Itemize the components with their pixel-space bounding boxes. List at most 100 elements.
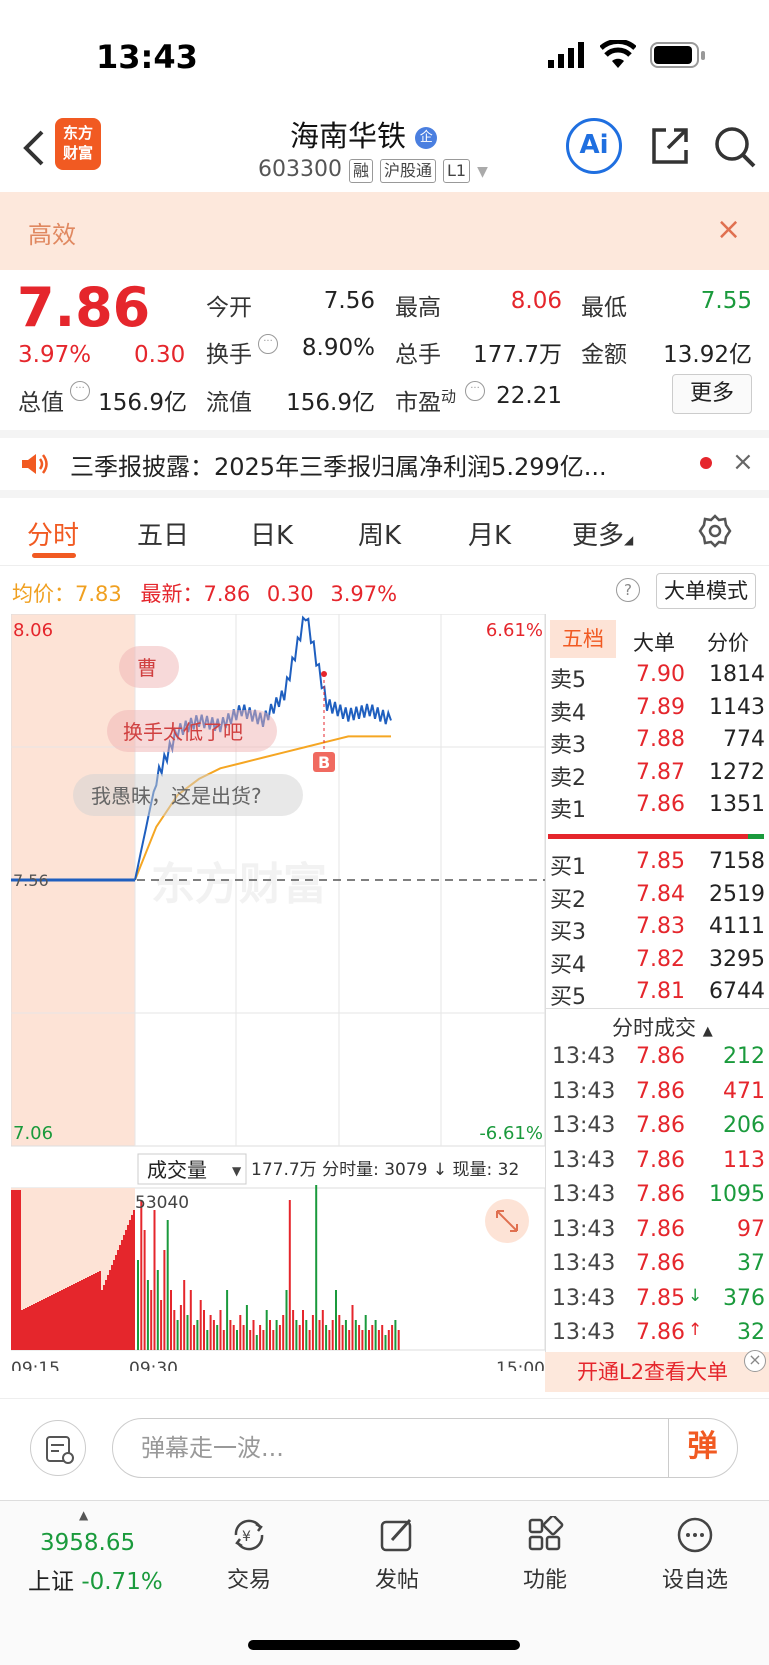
intraday-chart[interactable]: 东方财富 B 8.06 7.56 7.06 6.61% -6.61% 曹 换手太… [11,614,545,1371]
app-logo[interactable]: 东方 财富 [55,118,101,170]
verified-icon: 企 [415,127,438,149]
wifi-icon [600,40,636,68]
tab-intraday[interactable]: 分时 [27,521,80,551]
buy-marker-label: B [318,753,330,772]
tick-volume: 1095 [709,1182,765,1207]
volume-bar [45,1298,47,1350]
volume-bar [354,1320,357,1350]
level-label: 卖2 [550,765,586,791]
level-volume: 3295 [709,946,765,972]
volume-bar [156,1270,159,1350]
nav-post[interactable]: 发帖 [342,1516,452,1594]
level-volume: 7158 [709,849,765,874]
ai-button[interactable]: Ai [566,118,622,174]
tab-daily-k[interactable]: 日K [250,521,294,551]
back-icon[interactable] [18,128,48,168]
tab-more[interactable]: 更多◢ [572,515,633,552]
volume-bar [315,1185,318,1350]
pe-label: 市盈动 [395,383,456,417]
tab-monthly-k[interactable]: 月K [468,521,512,551]
info-icon[interactable]: ··· [70,381,90,401]
level-price: 7.89 [636,694,685,720]
more-button[interactable]: 更多 [672,374,752,414]
float-value-label: 流值 [206,390,252,416]
search-icon[interactable] [712,124,758,170]
nav-trade[interactable]: ¥ 交易 [194,1516,304,1594]
orderbook-row: 买2 7.84 2519 [550,882,765,914]
status-bar: 13:43 [0,0,769,110]
volume-bar [348,1330,351,1350]
volume-bar [275,1320,278,1350]
orderbook-row: 卖5 7.90 1814 [550,662,765,694]
ticks-title[interactable]: 分时成交 ▲ [612,1012,713,1042]
danmaku-settings-button[interactable] [30,1420,86,1476]
volume-bar [137,1260,139,1350]
volume-bar [295,1320,298,1350]
volume-bar [73,1284,75,1350]
price-low-label: 7.06 [13,1123,53,1144]
volume-bar [109,1270,111,1350]
volume-bar [226,1290,229,1350]
tick-price: 7.86 [636,1147,685,1173]
unread-dot [700,457,712,469]
volume-bar [203,1310,205,1350]
big-order-mode-button[interactable]: 大单模式 [656,573,756,609]
volume-bar [252,1320,255,1350]
gear-icon[interactable] [698,514,732,548]
danmaku-send-button[interactable]: 弹 [668,1419,736,1477]
volume-select[interactable] [137,1153,247,1185]
volume-bar [229,1320,232,1350]
danmaku-text: 换手太低了吧 [123,720,243,744]
volume-bar [325,1325,328,1350]
volume-bar [83,1279,85,1350]
info-change: 0.30 [266,582,314,606]
tick-time: 13:43 [552,1113,616,1138]
volume-bar [27,1307,29,1350]
pct-high-label: 6.61% [486,620,543,641]
nav-functions[interactable]: 功能 [490,1516,600,1594]
level-price: 7.81 [636,979,685,1004]
info-icon[interactable]: ··· [465,381,485,401]
tab-more-label: 更多 [572,521,625,551]
danmaku-settings-icon [46,1436,74,1464]
tick-arrow: ↓ [688,1285,703,1306]
l2-upgrade-banner[interactable]: 开通L2查看大单 [545,1352,769,1392]
tab-indicator [32,553,76,558]
edit-icon [380,1518,412,1552]
tab-five-day[interactable]: 五日 [137,521,190,551]
close-icon[interactable]: × [744,1350,766,1372]
tick-price: 7.86 [636,1320,685,1345]
level-label: 买4 [550,952,586,978]
volume-bar [242,1325,245,1350]
tick-price: 7.86 [636,1078,685,1104]
help-icon[interactable]: ? [616,578,640,602]
orderbook-row: 买1 7.85 7158 [550,849,765,881]
volume-bar [111,1265,113,1350]
index-value[interactable]: 3958.65 [40,1530,136,1556]
volume-bar [170,1290,172,1350]
volume-bar [99,1271,101,1350]
buy-marker[interactable] [313,752,335,772]
close-icon[interactable]: × [732,447,754,477]
news-bar[interactable] [0,430,769,498]
close-icon[interactable]: × [716,212,742,247]
level-price: 7.83 [636,914,685,939]
trade-icon: ¥ [234,1519,264,1551]
index-row[interactable]: 上证 -0.71% [28,1562,163,1596]
danmaku-input[interactable]: 弹幕走一波... [112,1418,738,1478]
promo-banner[interactable] [0,192,769,270]
tab-five-levels[interactable]: 五档 [550,620,616,658]
stock-code-row[interactable]: 603300 融 沪股通 L1 ▼ [258,157,488,183]
tick-volume: 471 [723,1078,765,1104]
info-icon[interactable]: ··· [258,334,278,354]
tick-volume: 376 [723,1285,765,1311]
volume-bar [51,1295,53,1350]
news-text[interactable]: 三季报披露：2025年三季报归属净利润5.299亿... [70,453,607,481]
tab-big-orders[interactable]: 大单 [633,631,675,655]
tab-weekly-k[interactable]: 周K [358,521,402,551]
divider [545,1008,769,1009]
tab-price-dist[interactable]: 分价 [707,631,749,655]
nav-add-watchlist[interactable]: 设自选 [640,1516,750,1594]
volume-bar [127,1225,129,1350]
share-icon[interactable] [648,124,692,168]
